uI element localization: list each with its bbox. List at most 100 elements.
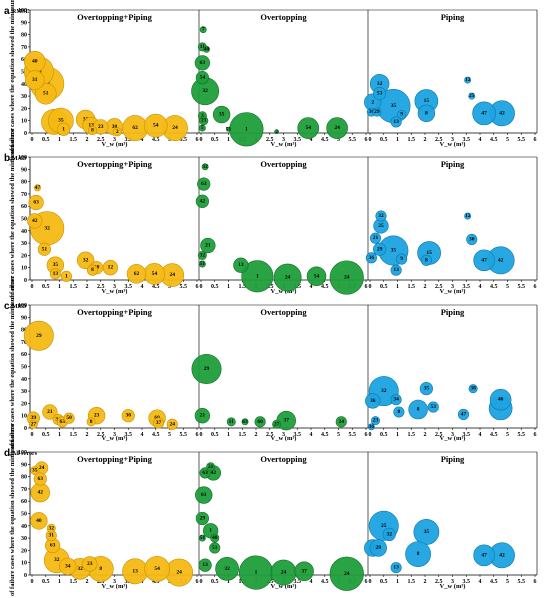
data-bubble <box>464 76 472 84</box>
bubble-label: 32 <box>49 525 55 531</box>
chart-row-a: a RMSE% of failure cases where the equati… <box>4 0 538 162</box>
data-bubble <box>152 417 165 429</box>
data-bubble <box>76 251 95 270</box>
x-tick-label: 4.5 <box>321 579 329 585</box>
bubble-label: 32 <box>202 164 208 170</box>
x-tick-label: 2.5 <box>266 432 274 438</box>
x-tick-label: 5.5 <box>180 432 188 438</box>
x-tick-label: 5.5 <box>180 284 188 290</box>
x-tick-label: 2.5 <box>435 579 443 585</box>
data-bubble <box>209 542 221 554</box>
y-tick-label: 40 <box>21 82 27 88</box>
bubble-label: 40 <box>32 59 38 65</box>
x-axis-label: V_w (m³) <box>102 141 128 148</box>
data-bubble <box>34 82 57 105</box>
x-tick-label: 1 <box>58 579 61 585</box>
bubble-label: 32 <box>381 388 387 394</box>
x-tick-label: 2 <box>424 579 427 585</box>
y-axis-label: % of failure cases where the equation sh… <box>9 0 16 162</box>
bubble-label: 35 <box>424 386 430 392</box>
bubble-label: 13 <box>393 267 399 273</box>
bubble-label: 13 <box>393 565 399 571</box>
bubble-label: 1 <box>209 528 212 534</box>
data-bubble <box>144 555 171 582</box>
bubble-label: 42 <box>499 552 505 558</box>
bubble-label: 35 <box>424 529 430 535</box>
bubble-label: 24 <box>334 125 340 131</box>
x-tick-label: 4 <box>310 579 313 585</box>
bubble-label: 53 <box>377 91 383 97</box>
x-tick-label: 1.5 <box>239 432 247 438</box>
data-bubble <box>335 416 347 428</box>
data-bubble <box>112 127 122 137</box>
data-bubble <box>393 406 405 418</box>
x-tick-label: 5.5 <box>180 137 188 143</box>
y-tick-label: 20 <box>21 253 27 259</box>
y-tick-label: 10 <box>21 561 27 567</box>
x-tick-label: 0 <box>200 137 203 143</box>
y-tick-label: 10 <box>21 414 27 420</box>
bubble-label: 5 <box>201 125 204 131</box>
data-bubble <box>33 472 47 486</box>
bubble-label: 13 <box>88 123 94 129</box>
x-tick-label: 3 <box>113 284 116 290</box>
bubble-label: 2 <box>116 129 119 135</box>
data-bubble <box>27 213 43 229</box>
x-tick-label: 0 <box>200 284 203 290</box>
x-tick-label: 1.5 <box>408 579 416 585</box>
data-bubble <box>365 252 377 264</box>
bubble-label: 63 <box>200 60 206 66</box>
bubble-label: 40 <box>204 46 210 52</box>
x-tick-label: 5 <box>337 432 340 438</box>
x-tick-label: 5.5 <box>518 137 526 143</box>
panel-title: Overtopping+Piping <box>77 12 152 22</box>
x-tick-label: 6 <box>365 137 368 143</box>
chart-row-c: c MRD% of failure cases where the equatio… <box>4 276 538 457</box>
x-tick-label: 1 <box>396 579 399 585</box>
bubble-label: 54 <box>153 123 159 129</box>
x-axis-label: V_w (m³) <box>440 583 466 590</box>
x-tick-label: 0 <box>200 579 203 585</box>
x-tick-label: 1.5 <box>70 284 78 290</box>
panel-piping: Piping 0 0.5 1 1.5 2 2.5 3 3.5 4 4.5 5 5.5 6 V_w (m³) 2… <box>364 451 538 590</box>
y-tick-label: 0 <box>24 278 27 284</box>
x-tick-label: 0 <box>31 432 34 438</box>
bubble-label: 32 <box>54 557 60 563</box>
data-bubble <box>382 527 396 542</box>
x-tick-label: 5.5 <box>518 579 526 585</box>
x-tick-label: 4.5 <box>152 284 160 290</box>
x-tick-label: 4 <box>479 432 482 438</box>
y-tick-label: 70 <box>21 45 27 51</box>
x-tick-label: 0 <box>31 579 34 585</box>
data-bubble <box>375 210 387 222</box>
bubble-label: 8 <box>91 128 94 134</box>
x-tick-label: 3 <box>451 579 454 585</box>
bubble-label: 47 <box>35 185 41 191</box>
data-bubble <box>466 233 478 245</box>
x-tick-label: 0 <box>369 579 372 585</box>
bubble-label: 24 <box>170 421 176 427</box>
x-tick-label: 1 <box>227 432 230 438</box>
bubble-label: 8 <box>91 267 94 273</box>
bubble-label: 63 <box>38 476 44 482</box>
bubble-label: 24 <box>344 275 350 281</box>
data-bubble <box>473 249 495 272</box>
data-bubble <box>198 534 206 542</box>
x-tick-label: 3.5 <box>294 579 302 585</box>
data-bubble <box>206 462 216 472</box>
x-tick-label: 4 <box>479 579 482 585</box>
bubble-label: 51 <box>43 91 49 97</box>
data-bubble <box>37 242 51 256</box>
bubble-label: 31 <box>32 77 38 83</box>
bubble-label: 47 <box>481 110 487 116</box>
x-tick-label: 4 <box>479 284 482 290</box>
y-tick-label: 0 <box>24 131 27 137</box>
x-tick-label: 2 <box>86 579 89 585</box>
x-tick-label: 0 <box>369 284 372 290</box>
x-tick-label: 3.5 <box>294 137 302 143</box>
bubble-label: 51 <box>200 535 206 541</box>
bubble-label: 46 <box>498 397 504 403</box>
y-tick-label: 50 <box>21 217 27 223</box>
bubble-label: 31 <box>49 533 55 539</box>
y-tick-label: 100 <box>18 8 27 14</box>
